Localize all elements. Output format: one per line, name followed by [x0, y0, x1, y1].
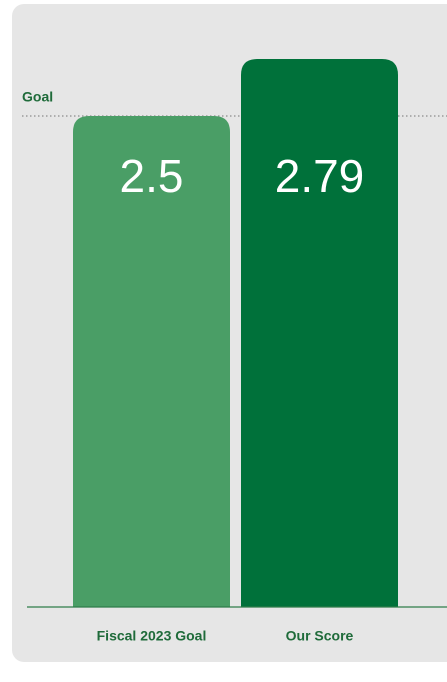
value-label: 2.5	[120, 150, 184, 202]
bar	[241, 59, 398, 607]
value-label: 2.79	[275, 150, 365, 202]
goal-label: Goal	[22, 89, 53, 105]
x-tick-label: Our Score	[286, 628, 354, 644]
bar	[73, 116, 230, 607]
x-tick-label: Fiscal 2023 Goal	[97, 628, 207, 644]
